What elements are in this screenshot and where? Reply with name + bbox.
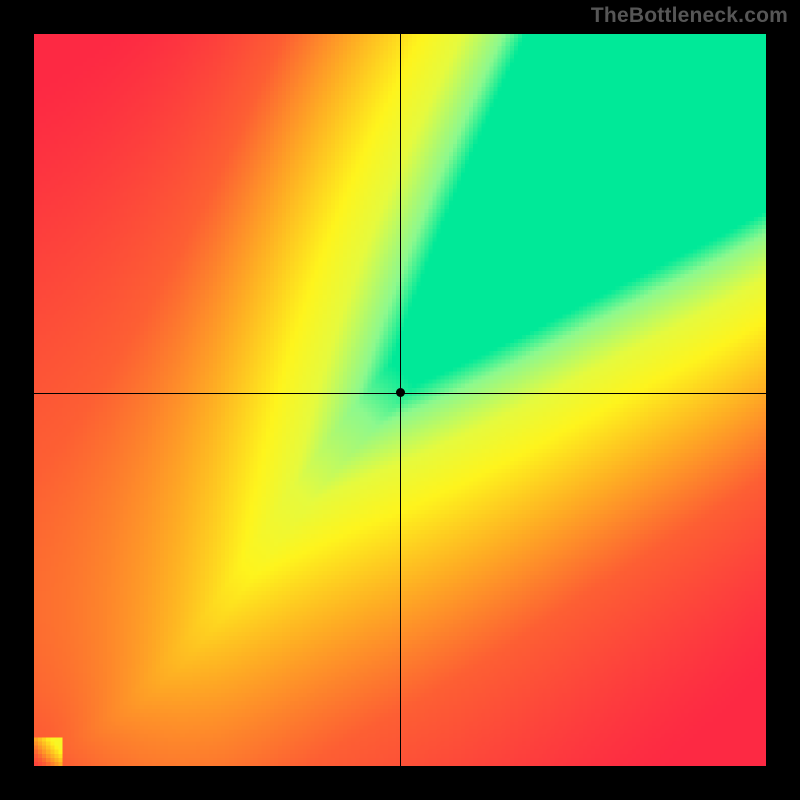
crosshair-vertical [400,34,401,766]
watermark-text: TheBottleneck.com [591,4,788,28]
marker-dot [396,388,405,397]
heatmap-plot [34,34,766,766]
